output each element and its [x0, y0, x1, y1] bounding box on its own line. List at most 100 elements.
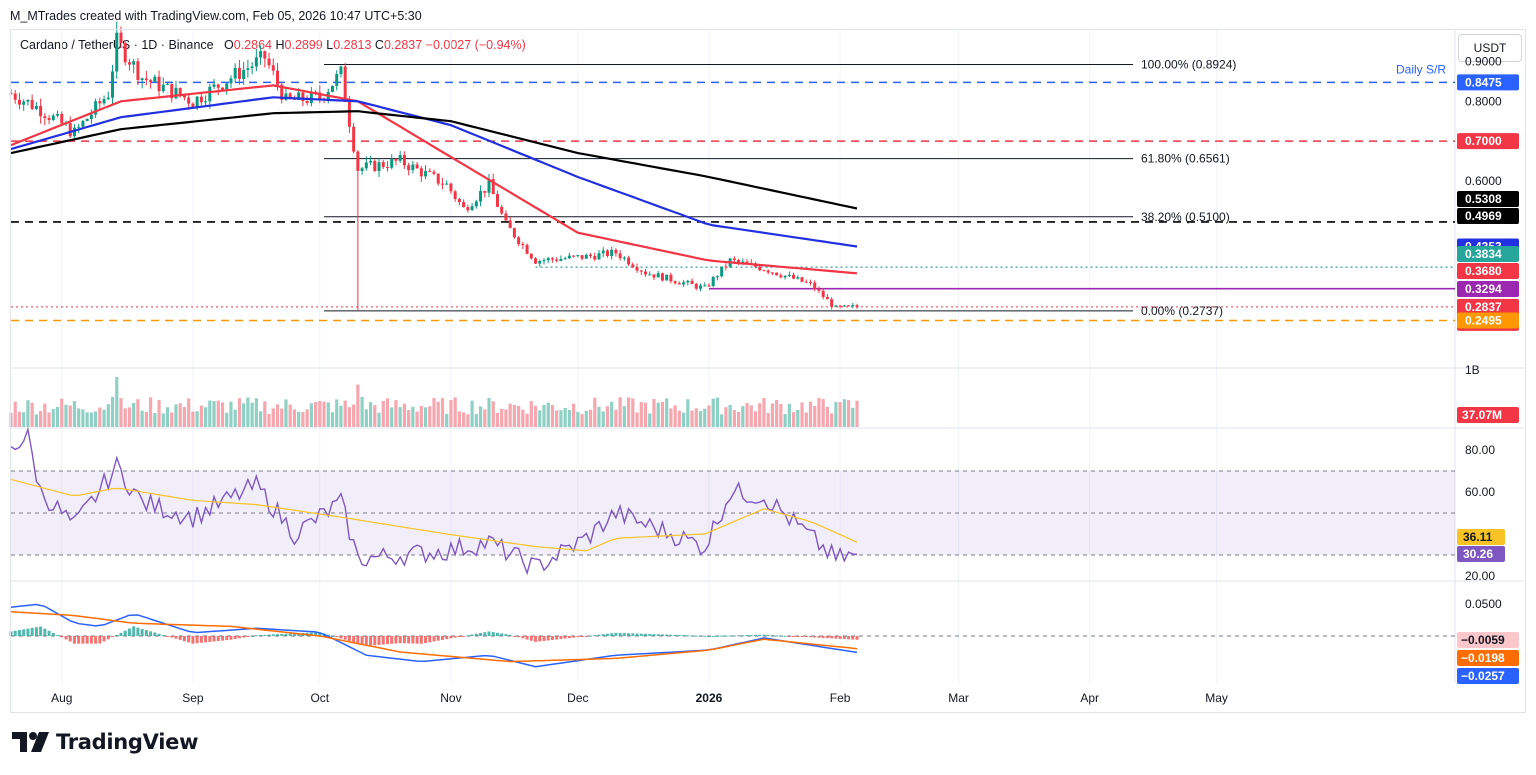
- open-label: O: [224, 38, 234, 52]
- volume-bar: [22, 412, 26, 427]
- macd-histogram-bar: [314, 632, 318, 636]
- candle-body: [804, 281, 808, 283]
- candle-body: [56, 113, 60, 116]
- candle-body: [275, 70, 279, 85]
- volume-bar: [123, 408, 127, 427]
- candle-body: [102, 99, 106, 104]
- macd-histogram-bar: [415, 636, 419, 644]
- candle-body: [677, 283, 681, 285]
- volume-bar: [846, 400, 851, 427]
- tradingview-logo[interactable]: TradingView: [12, 730, 198, 754]
- macd-histogram-bar: [390, 636, 394, 644]
- volume-bar: [491, 401, 495, 427]
- price-axis-label: [1457, 281, 1519, 297]
- macd-histogram-bar: [394, 636, 398, 644]
- macd-histogram-bar: [309, 632, 313, 636]
- macd-histogram-bar: [56, 635, 60, 637]
- candle-body: [495, 194, 499, 207]
- candle-body: [26, 99, 30, 102]
- macd-histogram-bar: [724, 635, 728, 637]
- volume-bar: [588, 409, 593, 427]
- macd-histogram-bar: [804, 636, 808, 638]
- candle-body: [813, 282, 817, 290]
- macd-line: [10, 610, 858, 663]
- candle-body: [157, 76, 161, 92]
- candle-body: [440, 183, 444, 185]
- candle-body: [732, 258, 736, 260]
- volume-bar: [707, 405, 711, 427]
- volume-bar: [563, 407, 567, 427]
- volume-bar: [453, 397, 457, 427]
- volume-label-text: 37.07M: [1462, 408, 1502, 422]
- macd-histogram-bar: [398, 636, 402, 644]
- volume-bar: [34, 414, 38, 427]
- candle-body: [762, 270, 766, 272]
- tradingview-logo-icon: [12, 732, 49, 752]
- candle-body: [808, 282, 812, 284]
- volume-bar: [791, 412, 796, 427]
- volume-bar: [165, 407, 170, 427]
- macd-histogram-bar: [457, 636, 461, 637]
- candle-body: [715, 276, 719, 278]
- candle-body: [161, 84, 165, 92]
- macd-axis-tick: 0.0500: [1465, 597, 1502, 611]
- macd-histogram-bar: [26, 628, 30, 636]
- macd-histogram-bar: [191, 636, 195, 644]
- volume-bar: [546, 402, 550, 427]
- candle-body: [787, 274, 791, 276]
- candle-body: [144, 78, 148, 81]
- time-axis-tick: Sep: [182, 691, 204, 705]
- volume-bar: [715, 397, 720, 427]
- candle-body: [309, 91, 313, 104]
- macd-histogram-bar: [229, 636, 233, 640]
- macd-histogram-bar: [847, 636, 851, 640]
- volume-bar: [631, 398, 635, 427]
- volume-bar: [148, 397, 153, 427]
- macd-histogram-bar: [500, 633, 504, 636]
- macd-histogram-bar: [72, 636, 76, 644]
- volume-bar: [559, 410, 563, 427]
- volume-bar: [495, 412, 500, 427]
- currency-button[interactable]: USDT: [1458, 34, 1522, 62]
- candle-body: [369, 160, 373, 163]
- volume-bar: [779, 403, 783, 427]
- candle-body: [821, 290, 825, 298]
- candle-body: [601, 250, 605, 254]
- macd-histogram-bar: [453, 636, 457, 638]
- candle-body: [483, 190, 487, 193]
- candle-body: [254, 57, 258, 67]
- volume-bar: [830, 413, 834, 427]
- volume-bar: [254, 398, 258, 427]
- volume-bar: [504, 409, 508, 427]
- volume-bar: [736, 411, 741, 427]
- macd-histogram-bar: [665, 634, 669, 636]
- volume-bar: [775, 399, 779, 427]
- price-axis-label: [1457, 263, 1519, 279]
- volume-bar: [572, 403, 576, 427]
- candle-body: [318, 92, 322, 99]
- macd-histogram-bar: [157, 633, 161, 636]
- volume-bar: [648, 413, 652, 427]
- volume-bar: [77, 408, 81, 427]
- macd-histogram-bar: [813, 636, 817, 638]
- candle-body: [741, 261, 745, 263]
- macd-histogram-bar: [161, 635, 165, 637]
- volume-label: [1457, 407, 1519, 423]
- macd-histogram-bar: [123, 630, 127, 636]
- volume-bar: [368, 402, 373, 427]
- candle-body: [140, 78, 144, 81]
- price-axis-label-text: 0.5308: [1465, 192, 1502, 206]
- candle-body: [783, 275, 787, 278]
- macd-histogram-bar: [538, 636, 542, 642]
- macd-histogram-bar: [94, 636, 98, 644]
- volume-bar: [542, 404, 546, 427]
- volume-bar: [322, 401, 326, 427]
- candle-body: [457, 198, 461, 203]
- candle-body: [98, 101, 102, 104]
- volume-bar: [267, 414, 271, 427]
- volume-bar: [432, 397, 436, 427]
- candle-body: [195, 96, 199, 108]
- volume-bar: [284, 399, 288, 427]
- volume-bar: [567, 410, 571, 427]
